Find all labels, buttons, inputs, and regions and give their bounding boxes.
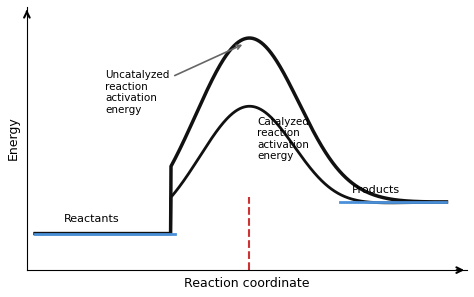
Text: Reactants: Reactants (64, 214, 119, 224)
Text: Uncatalyzed
reaction
activation
energy: Uncatalyzed reaction activation energy (105, 45, 241, 115)
X-axis label: Reaction coordinate: Reaction coordinate (184, 277, 310, 290)
Y-axis label: Energy: Energy (7, 117, 20, 160)
Text: Catalyzed
reaction
activation
energy: Catalyzed reaction activation energy (257, 117, 309, 161)
Text: Products: Products (352, 184, 400, 195)
